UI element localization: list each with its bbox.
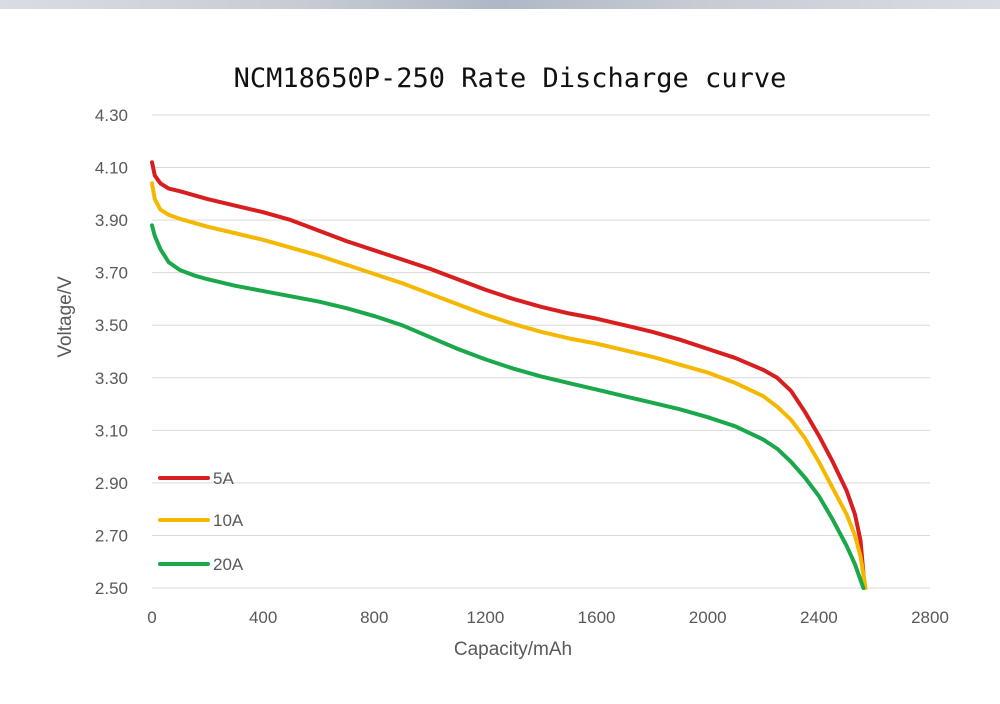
x-tick-label: 400 bbox=[249, 608, 277, 627]
x-tick-label: 2000 bbox=[689, 608, 727, 627]
legend-label-10a: 10A bbox=[213, 511, 244, 530]
x-axis-label: Capacity/mAh bbox=[454, 639, 572, 660]
x-tick-label: 2800 bbox=[911, 608, 949, 627]
y-tick-label: 2.90 bbox=[95, 474, 128, 493]
top-decorative-strip bbox=[0, 0, 1000, 9]
y-tick-label: 3.10 bbox=[95, 421, 128, 440]
series-line-20a bbox=[150, 223, 866, 590]
x-tick-label: 0 bbox=[147, 608, 156, 627]
x-tick-label: 800 bbox=[360, 608, 388, 627]
y-tick-label: 3.90 bbox=[95, 211, 128, 230]
y-tick-label: 4.10 bbox=[95, 159, 128, 178]
y-tick-label: 2.50 bbox=[95, 579, 128, 598]
y-tick-label: 3.50 bbox=[95, 316, 128, 335]
x-tick-label: 2400 bbox=[800, 608, 838, 627]
x-tick-label: 1600 bbox=[578, 608, 616, 627]
y-axis-label: Voltage/V bbox=[55, 276, 76, 358]
legend-label-5a: 5A bbox=[213, 469, 234, 488]
chart-title: NCM18650P-250 Rate Discharge curve bbox=[234, 63, 787, 94]
legend-label-20a: 20A bbox=[213, 555, 244, 574]
y-tick-label: 3.30 bbox=[95, 369, 128, 388]
series-line-10a bbox=[150, 181, 868, 590]
y-tick-label: 4.30 bbox=[95, 106, 128, 125]
y-tick-label: 2.70 bbox=[95, 526, 128, 545]
x-tick-label: 1200 bbox=[467, 608, 505, 627]
series-line-5a bbox=[150, 160, 867, 590]
y-tick-label: 3.70 bbox=[95, 264, 128, 283]
